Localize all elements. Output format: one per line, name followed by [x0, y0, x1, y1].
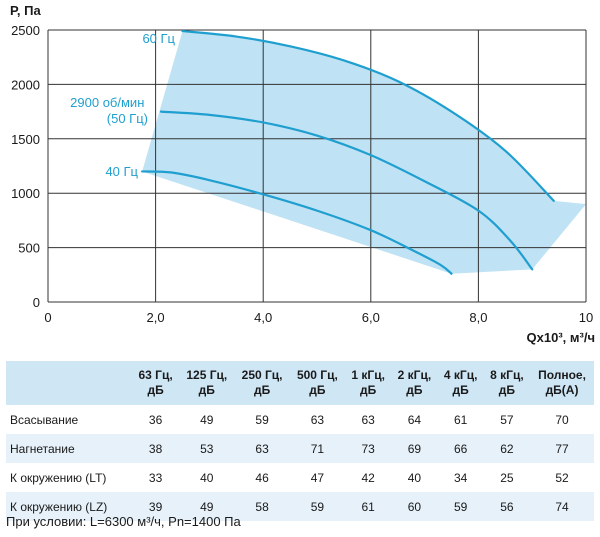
table-cell: 66 [437, 434, 484, 463]
table-cell: 63 [310, 412, 325, 427]
noise-table-column-header: 125 Гц, дБ [179, 361, 235, 405]
table-cell: 40 [407, 470, 422, 485]
table-cell: 59 [437, 492, 484, 521]
table-cell: 63 [361, 412, 375, 427]
table-cell: 58 [234, 492, 290, 521]
table-row: Всасывание 36 49 59 63 63 64 61 57 70 [6, 405, 594, 434]
conditions-note: При условии: L=6300 м³/ч, Рn=1400 Па [6, 514, 241, 529]
y-tick-label: 500 [18, 241, 40, 256]
noise-table-column-header: Полное, дБ(А) [530, 361, 594, 405]
table-cell: 60 [391, 492, 438, 521]
table-row-label: Нагнетание [6, 434, 133, 463]
series-label-60hz: 60 Гц [142, 31, 175, 46]
table-row: К окружению (LZ) 39 49 58 59 61 60 59 56 74 [6, 492, 594, 521]
y-tick-label: 0 [33, 295, 40, 310]
table-cell: 73 [345, 434, 392, 463]
table-row-label: К окружению (LZ) [6, 492, 133, 521]
y-tick-label: 2500 [11, 23, 40, 38]
noise-table-header: 63 Гц, дБ 125 Гц, дБ 250 Гц, дБ 500 Гц, дБ 1 кГц… [6, 361, 594, 405]
table-cell: 36 [148, 412, 163, 427]
noise-table: 63 Гц, дБ 125 Гц, дБ 250 Гц, дБ 500 Гц, дБ 1 кГц… [6, 361, 594, 521]
table-cell: 34 [453, 470, 468, 485]
series-label-50hz-freq: (50 Гц) [107, 111, 148, 126]
table-cell: 62 [483, 434, 531, 463]
table-row: Нагнетание 38 53 63 71 73 69 66 62 77 [6, 434, 594, 463]
series-label-40hz: 40 Гц [105, 164, 138, 179]
table-cell: 39 [132, 492, 180, 521]
y-tick-label: 2000 [11, 77, 40, 92]
table-cell: 49 [179, 492, 235, 521]
table-cell: 25 [500, 470, 514, 485]
noise-table-column-header: 500 Гц, дБ [289, 361, 346, 405]
y-tick-label: 1000 [11, 186, 40, 201]
series-line-40hz [141, 170, 453, 275]
x-tick-label: 4,0 [254, 310, 272, 325]
table-row-label: К окружению (LT) [10, 470, 107, 485]
table-cell: 46 [255, 470, 269, 485]
table-cell: 64 [407, 412, 422, 427]
series-line-60hz [181, 29, 555, 202]
series-line-50hz [159, 110, 534, 271]
table-cell: 38 [132, 434, 180, 463]
x-tick-label: 8,0 [469, 310, 487, 325]
table-row: К окружению (LT) 33 40 46 47 42 40 34 25 52 [6, 463, 594, 492]
table-cell: 63 [234, 434, 290, 463]
x-tick-label: 10 [579, 310, 593, 325]
noise-table-column-header: 8 кГц, дБ [483, 361, 531, 405]
table-cell: 47 [310, 470, 325, 485]
table-cell: 69 [391, 434, 438, 463]
table-cell: 57 [500, 412, 514, 427]
table-cell: 70 [555, 412, 569, 427]
fan-performance-chart: 0 2,0 4,0 6,0 8,0 10 0 500 1000 1500 2000 2500 Р, П… [10, 3, 595, 345]
table-row-label: Всасывание [10, 412, 79, 427]
x-tick-label: 6,0 [362, 310, 380, 325]
x-tick-label: 2,0 [147, 310, 165, 325]
noise-table-column-header: 63 Гц, дБ [132, 361, 180, 405]
table-cell: 42 [361, 470, 375, 485]
table-cell: 40 [200, 470, 214, 485]
table-cell: 59 [255, 412, 269, 427]
noise-table-column-header: 2 кГц, дБ [391, 361, 438, 405]
y-axis-title: Р, Па [10, 3, 41, 18]
series-label-50hz: 2900 об/мин (50 Гц) [70, 95, 148, 126]
table-cell: 71 [289, 434, 346, 463]
table-cell: 61 [453, 412, 468, 427]
table-cell: 33 [148, 470, 163, 485]
table-cell: 77 [530, 434, 594, 463]
table-cell: 74 [530, 492, 594, 521]
series-label-50hz-rpm: 2900 об/мин [70, 95, 144, 110]
table-cell: 61 [345, 492, 392, 521]
y-tick-label: 1500 [11, 132, 40, 147]
noise-table-column-header: 4 кГц, дБ [437, 361, 484, 405]
table-cell: 59 [289, 492, 346, 521]
x-axis-title: Qx10³, м³/ч [527, 330, 595, 345]
noise-table-column-header: 1 кГц, дБ [345, 361, 392, 405]
table-cell: 56 [483, 492, 531, 521]
noise-table-column-header: 250 Гц, дБ [234, 361, 290, 405]
x-tick-label: 0 [44, 310, 51, 325]
noise-table-corner [6, 361, 133, 405]
table-cell: 49 [200, 412, 214, 427]
table-cell: 52 [555, 470, 569, 485]
table-cell: 53 [179, 434, 235, 463]
